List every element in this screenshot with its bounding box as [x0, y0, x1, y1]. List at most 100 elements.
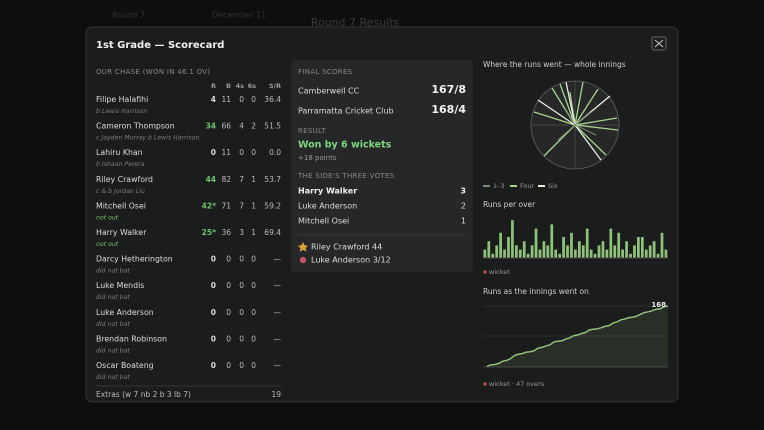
stat-cell: 34 [206, 122, 216, 131]
stat-cell: 0 [239, 334, 244, 343]
bar [597, 245, 601, 258]
stat-cell: 69.4 [264, 228, 281, 237]
bar [514, 245, 518, 258]
bg-tab: December 11 [212, 11, 266, 20]
wagon-wheel [530, 80, 620, 170]
stat-cell: 0 [211, 308, 216, 317]
stat-cell: 51.5 [264, 122, 281, 131]
worm-chart: 168 [483, 301, 669, 367]
column-header: 6s [248, 82, 257, 90]
team-score: 168/4 [431, 103, 466, 116]
stat-cell: — [274, 308, 282, 317]
stat-cell: — [274, 281, 282, 290]
stat-cell: 66 [221, 122, 231, 131]
bar [558, 253, 562, 258]
stat-cell: 0 [239, 255, 244, 264]
bar [648, 245, 652, 258]
stat-cell: 0 [211, 361, 216, 370]
bar [629, 253, 632, 258]
column-header: S/R [269, 82, 281, 90]
legend-label: Four [520, 182, 535, 190]
bar [577, 241, 581, 258]
batter-name: Luke Anderson [96, 308, 154, 317]
stat-cell: 53.7 [264, 175, 281, 184]
batter-name: Riley Crawford [96, 175, 153, 184]
close-button[interactable] [651, 36, 667, 51]
bar [554, 249, 558, 258]
bar [617, 232, 621, 258]
legend-swatch [483, 382, 487, 386]
bar [664, 249, 668, 258]
dismissal: not out [96, 240, 119, 248]
stat-cell: 71 [221, 201, 231, 210]
legend-label: 1–3 [493, 182, 505, 190]
stat-cell: 0 [251, 255, 256, 264]
stat-cell: — [274, 361, 282, 370]
stat-cell: 0 [251, 361, 256, 370]
bar [601, 241, 605, 258]
stat-cell: 0 [226, 281, 231, 290]
bar [487, 241, 491, 258]
end-label: 168 [651, 301, 666, 309]
batter-name: Luke Mendis [96, 281, 144, 290]
batter-name: Lahiru Khan [96, 148, 143, 157]
batter-name: Cameron Thompson [96, 122, 175, 131]
stat-cell: 0 [211, 255, 216, 264]
stat-cell: 0 [226, 334, 231, 343]
legend-label: wicket [489, 268, 510, 276]
vote-count: 3 [460, 187, 466, 196]
batter-name: Oscar Boateng [96, 361, 154, 370]
stat-cell: 0 [239, 361, 244, 370]
section-heading: OUR CHASE (WON IN 46.1 OV) [96, 68, 210, 76]
bar [566, 245, 569, 258]
dismissal: did not bat [96, 320, 130, 328]
stat-cell: 44 [206, 175, 216, 184]
stat-cell: 0 [211, 148, 216, 157]
stat-cell: 36.4 [264, 95, 281, 104]
bar [660, 232, 664, 258]
chart-title: Runs per over [483, 200, 536, 209]
dismissal: b Ishaan Perera [96, 161, 145, 168]
stat-cell: 0 [239, 308, 244, 317]
vote-count: 2 [461, 202, 466, 211]
bar [574, 249, 577, 258]
chart-title: Where the runs went — whole innings [483, 60, 626, 69]
bar [640, 237, 644, 258]
stat-cell: 1 [251, 201, 256, 210]
bar [589, 249, 593, 258]
stat-cell: 42* [202, 201, 216, 210]
bar [637, 237, 640, 258]
performer: Luke Anderson 3/12 [311, 256, 391, 265]
team-name: Camberwell CC [298, 87, 360, 96]
stat-cell: 0.0 [269, 148, 281, 157]
team-score: 167/8 [431, 83, 466, 96]
bar [581, 245, 585, 258]
stat-cell: 0 [251, 281, 256, 290]
bar [550, 224, 554, 258]
bar [522, 241, 526, 258]
section-heading: RESULT [298, 127, 326, 135]
stat-cell: 3 [239, 228, 244, 237]
bar [633, 245, 636, 258]
result: Won by 6 wickets [298, 140, 392, 151]
bar [526, 253, 530, 258]
stat-cell: 0 [226, 255, 231, 264]
batter-name: Filipe Halafihi [96, 95, 148, 104]
bar [530, 245, 534, 258]
vote-name: Harry Walker [298, 187, 357, 196]
stat-cell: 4 [211, 95, 216, 104]
bar [491, 253, 495, 258]
stat-cell: 0 [226, 361, 231, 370]
bar [621, 249, 625, 258]
vote-count: 1 [461, 217, 466, 226]
vote-name: Mitchell Osei [298, 217, 349, 226]
stat-cell: — [274, 334, 282, 343]
worm-line [486, 305, 669, 367]
bar [507, 237, 510, 258]
dismissal: c Jayden Murray b Lewis Harrison [96, 135, 199, 142]
dismissal: did not bat [96, 373, 130, 381]
stat-cell: 0 [251, 95, 256, 104]
star-icon [297, 242, 309, 252]
bar [562, 237, 565, 258]
